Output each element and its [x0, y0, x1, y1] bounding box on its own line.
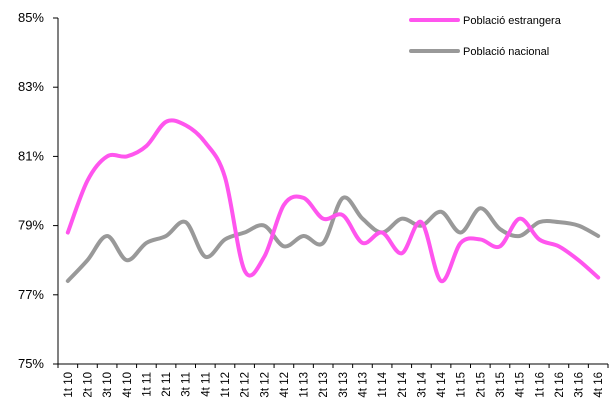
legend-label: Població nacional — [463, 46, 549, 58]
data-point — [144, 144, 148, 148]
data-point — [282, 244, 286, 248]
data-point — [577, 258, 581, 262]
data-point — [203, 141, 207, 145]
data-point — [125, 154, 129, 158]
data-point — [184, 123, 188, 127]
x-tick-label: 4t 11 — [200, 372, 212, 397]
x-tick-label: 4t 16 — [593, 372, 605, 398]
x-tick-label: 2t 14 — [397, 371, 409, 397]
data-point — [478, 206, 482, 210]
x-tick-label: 2t 10 — [82, 372, 94, 398]
x-tick-label: 3t 13 — [338, 372, 350, 398]
x-tick-label: 1t 16 — [534, 372, 546, 398]
data-point — [223, 175, 227, 179]
data-point — [66, 279, 70, 283]
x-tick-label: 3t 16 — [574, 372, 586, 398]
data-point — [557, 244, 561, 248]
y-tick-label: 83% — [18, 79, 44, 94]
x-tick-label: 3t 15 — [495, 372, 507, 398]
data-point — [85, 179, 89, 183]
data-point — [144, 241, 148, 245]
x-tick-label: 3t 11 — [181, 372, 193, 397]
data-point — [223, 237, 227, 241]
x-tick-label: 1t 12 — [220, 372, 232, 398]
x-tick-label: 2t 16 — [554, 372, 566, 398]
data-point — [262, 224, 266, 228]
x-tick-label: 3t 10 — [102, 372, 114, 398]
data-point — [341, 196, 345, 200]
data-point — [577, 224, 581, 228]
x-tick-label: 3t 12 — [259, 372, 271, 398]
data-point — [184, 220, 188, 224]
data-point — [66, 231, 70, 235]
data-point — [302, 196, 306, 200]
x-tick-label: 4t 15 — [515, 372, 527, 398]
data-point — [243, 231, 247, 235]
x-tick-label: 4t 13 — [357, 372, 369, 398]
x-tick-label: 1t 14 — [377, 371, 389, 397]
y-tick-label: 79% — [18, 218, 44, 233]
x-tick-label: 1t 13 — [299, 372, 311, 398]
data-point — [282, 203, 286, 207]
data-point — [164, 120, 168, 124]
axes: 75% 77% 79% 81% 83% 85% 1t 10 2t 10 3t 10 4t 10 1t… — [18, 10, 609, 398]
data-point — [498, 227, 502, 231]
data-point — [400, 251, 404, 255]
x-tick-label: 1t 10 — [63, 372, 75, 398]
data-point — [380, 231, 384, 235]
x-tick-label: 2t 12 — [240, 372, 252, 398]
data-point — [518, 234, 522, 238]
data-point — [105, 234, 109, 238]
data-point — [203, 255, 207, 259]
data-point — [537, 237, 541, 241]
y-tick-label: 81% — [18, 148, 44, 163]
legend-label: Població estrangera — [463, 15, 562, 27]
data-point — [341, 213, 345, 217]
data-point — [518, 217, 522, 221]
series-line-poblacio-nacional — [65, 195, 601, 283]
data-point — [125, 258, 129, 262]
legend: Població estrangera Població nacional — [409, 15, 562, 58]
x-tick-label: 4t 10 — [122, 372, 134, 398]
data-point — [459, 241, 463, 245]
x-tick-label: 2t 15 — [475, 372, 487, 398]
data-point — [243, 269, 247, 273]
data-point — [164, 234, 168, 238]
data-point — [105, 154, 109, 158]
data-point — [321, 241, 325, 245]
data-point — [360, 217, 364, 221]
y-tick-label: 85% — [18, 10, 44, 25]
data-point — [498, 244, 502, 248]
x-tick-label: 1t 15 — [456, 372, 468, 398]
y-tick-label: 77% — [18, 287, 44, 302]
data-point — [439, 210, 443, 214]
data-point — [360, 241, 364, 245]
data-point — [302, 234, 306, 238]
data-point — [557, 220, 561, 224]
x-tick-label: 4t 12 — [279, 372, 291, 398]
x-tick-label: 2t 13 — [318, 372, 330, 398]
data-point — [262, 255, 266, 259]
data-point — [400, 217, 404, 221]
x-tick-label: 4t 14 — [436, 371, 448, 397]
data-point — [596, 234, 600, 238]
data-point — [478, 237, 482, 241]
series-layer — [65, 118, 601, 283]
x-tick-label: 2t 11 — [161, 372, 173, 397]
y-tick-label: 75% — [18, 356, 44, 371]
x-tick-label: 3t 14 — [416, 371, 428, 397]
data-point — [439, 279, 443, 283]
series-line-poblacio-estrangera — [65, 118, 601, 283]
data-point — [596, 276, 600, 280]
data-point — [85, 258, 89, 262]
data-point — [537, 220, 541, 224]
data-point — [459, 231, 463, 235]
data-point — [419, 220, 423, 224]
x-tick-label: 1t 11 — [141, 372, 153, 397]
data-point — [321, 217, 325, 221]
